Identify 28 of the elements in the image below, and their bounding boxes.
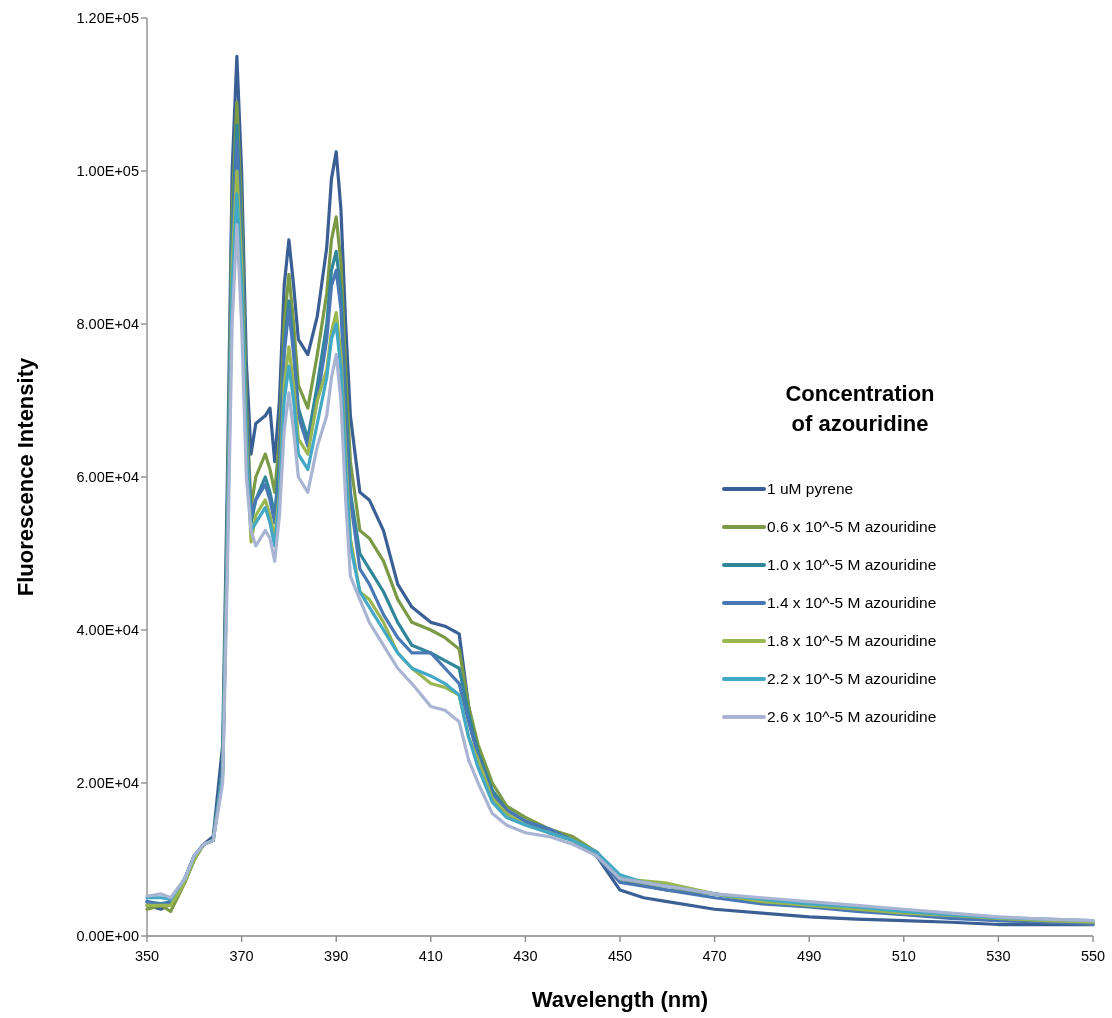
y-tick-label: 1.20E+05 [76,10,139,27]
x-tick-label: 390 [324,948,349,964]
legend-label: 1.0 x 10^-5 M azouridine [767,556,937,574]
legend-label: 2.2 x 10^-5 M azouridine [767,670,937,688]
x-axis-title: Wavelength (nm) [531,987,709,1012]
legend-label: 1.4 x 10^-5 M azouridine [767,594,937,612]
x-tick-label: 450 [607,948,633,964]
x-tick-label: 370 [229,948,254,964]
x-tick-label: 490 [797,948,822,964]
legend-label: 0.6 x 10^-5 M azouridine [767,518,937,536]
legend-label: 1.8 x 10^-5 M azouridine [767,632,937,650]
x-tick-label: 430 [513,948,538,964]
x-tick-label: 550 [1080,948,1106,964]
legend-label: 2.6 x 10^-5 M azouridine [767,708,937,726]
y-tick-label: 1.00E+05 [76,163,139,180]
y-axis-title: Fluorescence Intensity [13,357,38,597]
legend-label: 1 uM pyrene [767,480,854,498]
x-tick-label: 510 [891,948,916,964]
x-tick-label: 410 [418,948,443,964]
y-tick-label: 8.00E+04 [76,316,139,333]
x-tick-label: 470 [702,948,727,964]
y-tick-label: 0.00E+00 [76,928,139,945]
legend-title: Concentration of azouridine [785,381,935,436]
x-tick-label: 530 [986,948,1011,964]
y-tick-label: 6.00E+04 [76,469,139,486]
x-tick-label: 350 [134,948,160,964]
y-tick-label: 4.00E+04 [76,622,139,639]
y-tick-label: 2.00E+04 [76,775,139,792]
